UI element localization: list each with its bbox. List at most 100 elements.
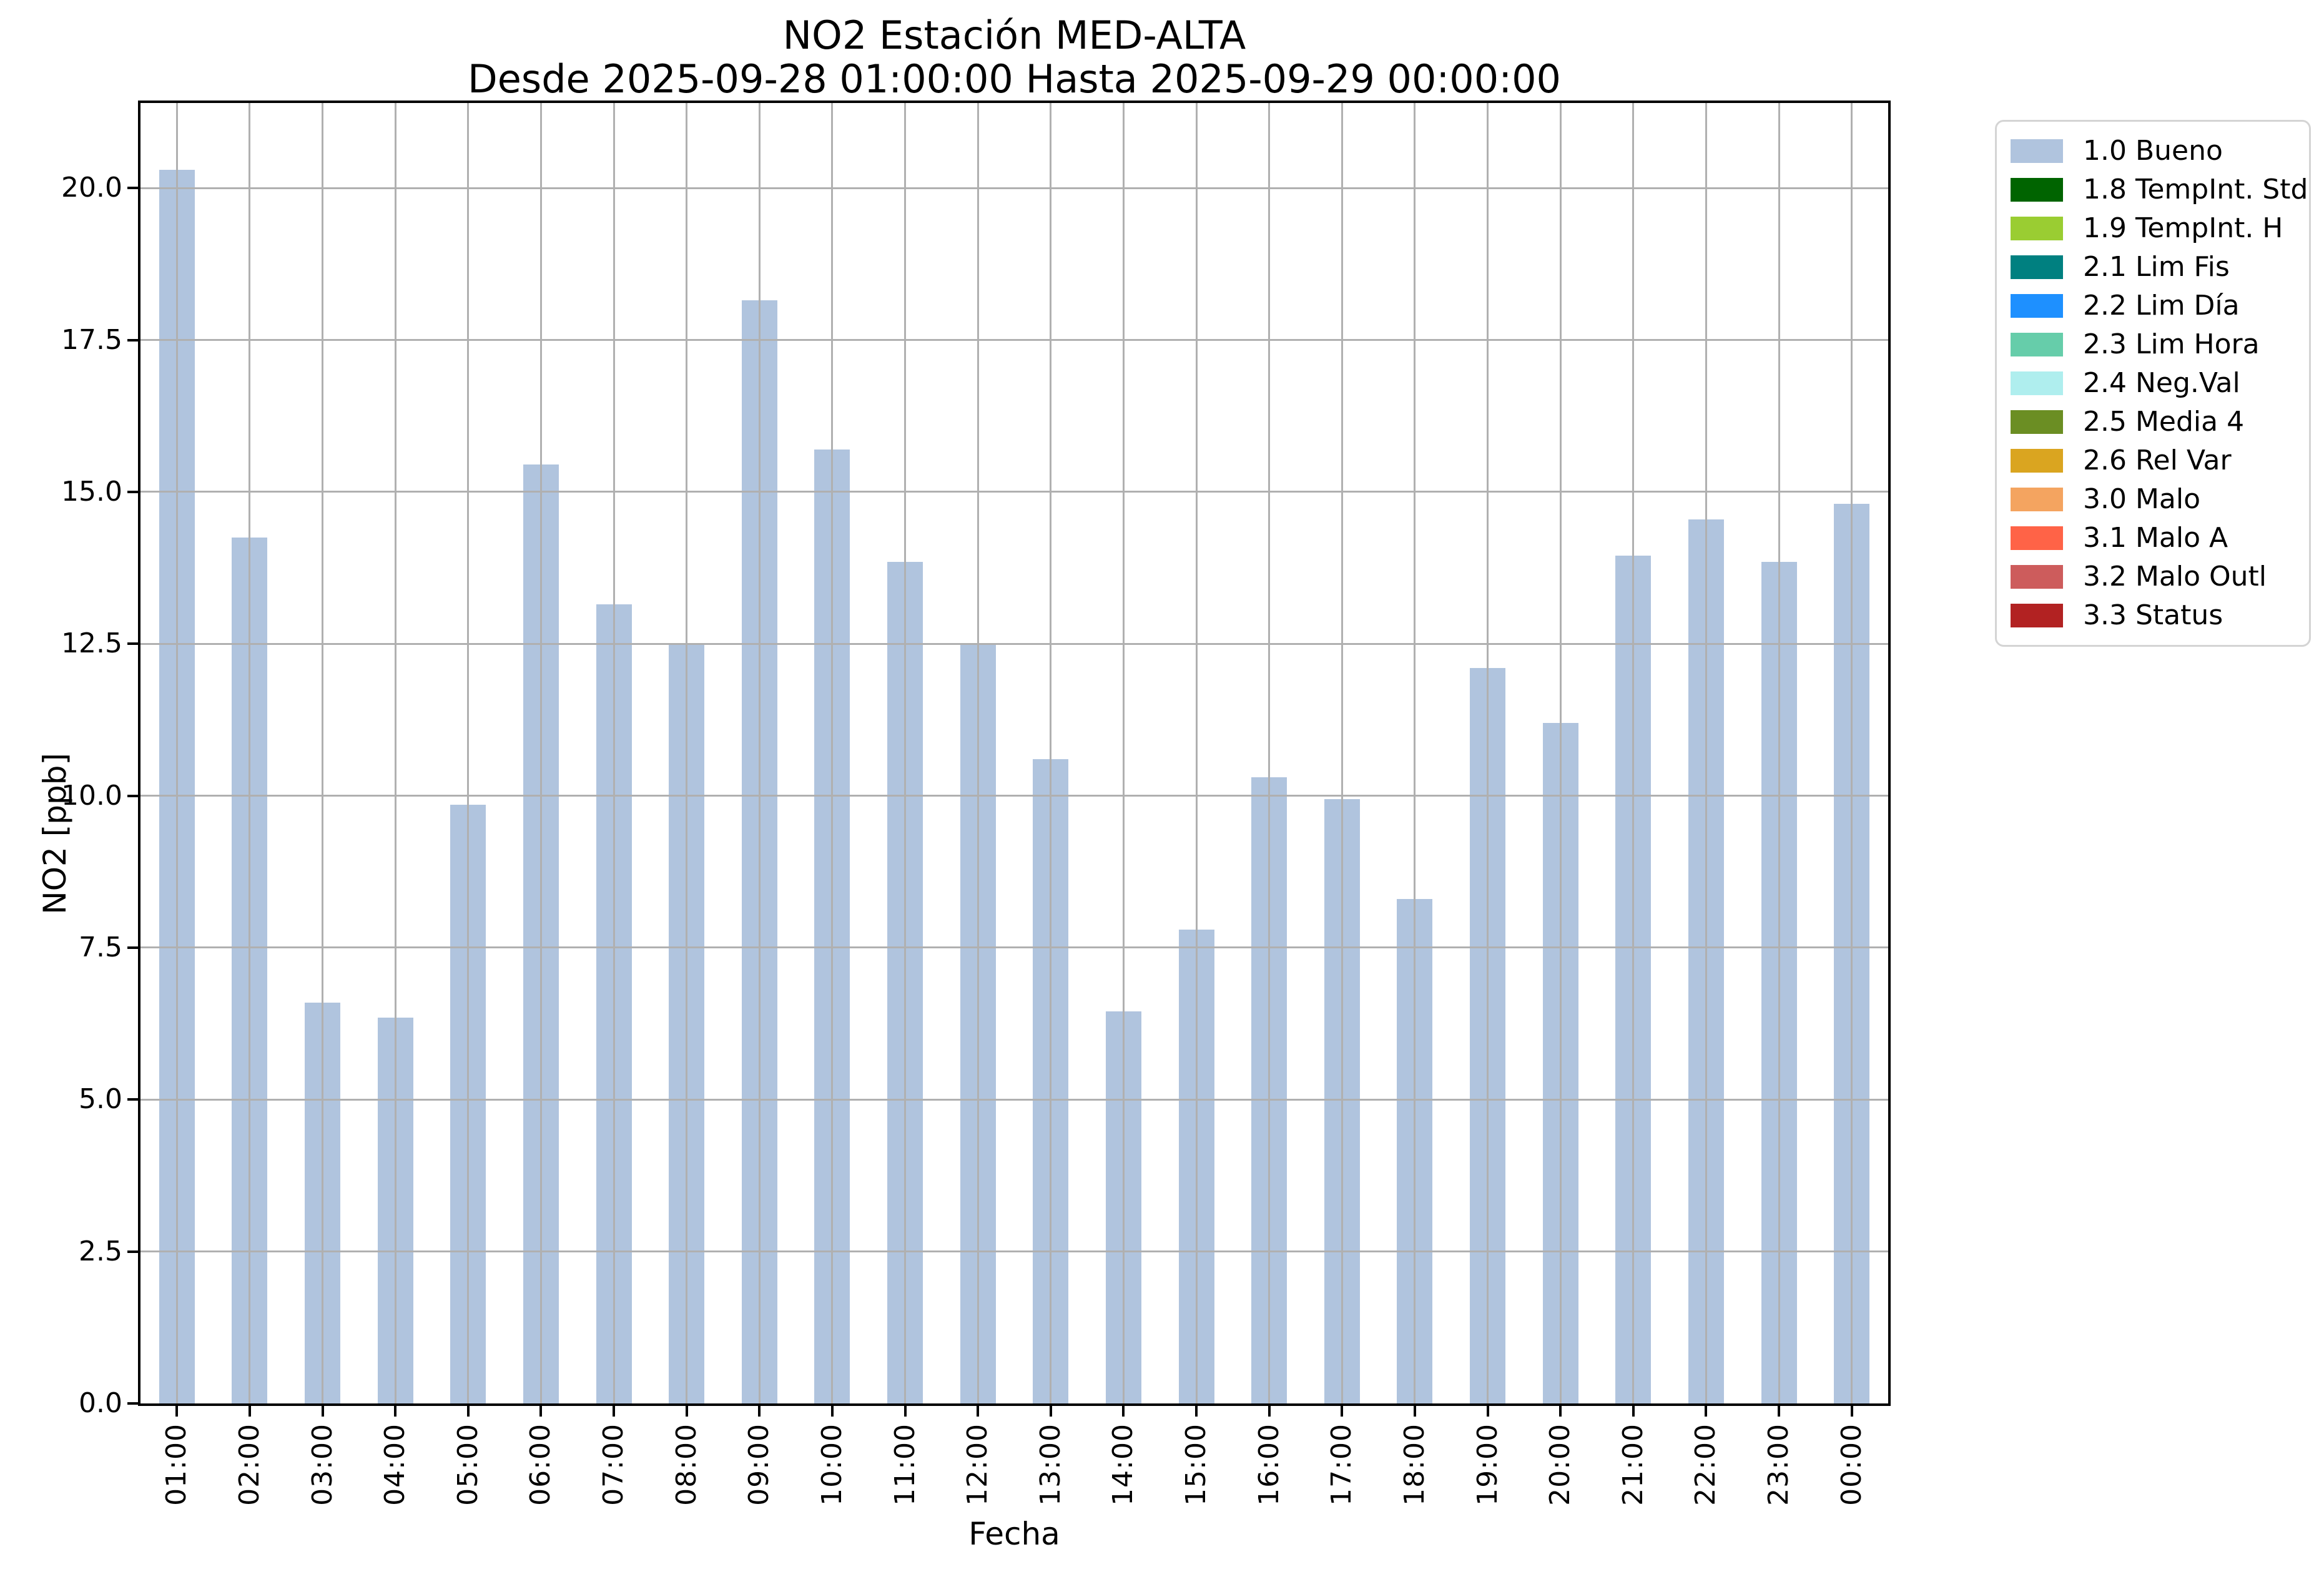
x-tick-mark [1268, 1406, 1271, 1417]
legend-item-label: 2.6 Rel Var [2083, 445, 2232, 476]
legend-item: 2.1 Lim Fis [2011, 248, 2303, 287]
vertical-gridline [1632, 103, 1635, 1403]
x-tick-mark [1049, 1406, 1052, 1417]
y-tick-mark [127, 338, 138, 341]
legend-item: 3.3 Status [2011, 596, 2303, 635]
x-tick-mark [613, 1406, 616, 1417]
vertical-gridline [1122, 103, 1125, 1403]
x-tick-mark [830, 1406, 834, 1417]
x-tick-mark [248, 1406, 251, 1417]
legend-swatch-icon [2011, 410, 2063, 434]
y-tick-label: 7.5 [79, 931, 122, 963]
x-tick-label: 00:00 [1835, 1423, 1868, 1506]
vertical-gridline [249, 103, 251, 1403]
x-tick-mark [1486, 1406, 1489, 1417]
legend-item: 1.9 TempInt. H [2011, 209, 2303, 248]
legend-item-label: 1.9 TempInt. H [2083, 212, 2283, 244]
x-tick-mark [1413, 1406, 1416, 1417]
y-tick-mark [127, 794, 138, 797]
x-tick-label: 20:00 [1544, 1423, 1577, 1506]
x-tick-label: 04:00 [379, 1423, 411, 1506]
y-tick-label: 10.0 [61, 779, 122, 812]
legend-swatch-icon [2011, 217, 2063, 240]
legend-item: 1.8 TempInt. Std [2011, 170, 2308, 209]
legend-item-label: 2.3 Lim Hora [2083, 328, 2260, 360]
vertical-gridline [1195, 103, 1198, 1403]
x-tick-label: 19:00 [1471, 1423, 1504, 1506]
x-tick-mark [758, 1406, 761, 1417]
chart-title-block: NO2 Estación MED-ALTA Desde 2025-09-28 0… [140, 14, 1888, 101]
y-tick-label: 2.5 [79, 1235, 122, 1267]
horizontal-gridline [140, 1250, 1888, 1253]
legend-swatch-icon [2011, 604, 2063, 627]
vertical-gridline [1705, 103, 1707, 1403]
horizontal-gridline [140, 491, 1888, 493]
legend-swatch-icon [2011, 526, 2063, 550]
legend-swatch-icon [2011, 139, 2063, 163]
chart-subtitle: Desde 2025-09-28 01:00:00 Hasta 2025-09-… [468, 56, 1561, 102]
x-tick-mark [1705, 1406, 1708, 1417]
x-tick-label: 11:00 [889, 1423, 921, 1506]
vertical-gridline [175, 103, 178, 1403]
y-tick-mark [127, 1402, 138, 1405]
legend: 1.0 Bueno 1.8 TempInt. Std 1.9 TempInt. H 2… [1995, 120, 2311, 647]
legend-swatch-icon [2011, 488, 2063, 511]
y-tick-label: 20.0 [61, 172, 122, 204]
horizontal-gridline [140, 187, 1888, 189]
legend-swatch-icon [2011, 255, 2063, 279]
legend-item-label: 3.2 Malo Outl [2083, 561, 2267, 592]
x-tick-label: 08:00 [670, 1423, 702, 1506]
legend-item: 2.6 Rel Var [2011, 441, 2303, 480]
legend-item: 3.1 Malo A [2011, 519, 2303, 558]
vertical-gridline [1778, 103, 1780, 1403]
legend-swatch-icon [2011, 333, 2063, 356]
vertical-gridline [394, 103, 396, 1403]
x-tick-label: 15:00 [1180, 1423, 1213, 1506]
vertical-gridline [686, 103, 688, 1403]
x-tick-mark [175, 1406, 179, 1417]
vertical-gridline [831, 103, 834, 1403]
x-axis-label: Fecha [968, 1516, 1060, 1552]
y-tick-label: 0.0 [79, 1387, 122, 1419]
x-tick-mark [1559, 1406, 1562, 1417]
vertical-gridline [1341, 103, 1343, 1403]
legend-item-label: 2.2 Lim Día [2083, 290, 2240, 322]
legend-swatch-icon [2011, 565, 2063, 589]
x-tick-mark [977, 1406, 980, 1417]
x-tick-mark [1122, 1406, 1125, 1417]
legend-item: 2.5 Media 4 [2011, 403, 2303, 441]
chart-title: NO2 Estación MED-ALTA [782, 12, 1246, 58]
x-tick-label: 12:00 [962, 1423, 994, 1506]
x-tick-mark [685, 1406, 688, 1417]
legend-swatch-icon [2011, 449, 2063, 473]
legend-swatch-icon [2011, 178, 2063, 202]
x-tick-mark [1195, 1406, 1198, 1417]
legend-item-label: 3.0 Malo [2083, 483, 2201, 515]
legend-item: 1.0 Bueno [2011, 132, 2303, 170]
horizontal-gridline [140, 339, 1888, 341]
y-tick-mark [127, 187, 138, 190]
legend-item-label: 2.1 Lim Fis [2083, 251, 2230, 283]
vertical-gridline [1487, 103, 1489, 1403]
x-tick-label: 22:00 [1690, 1423, 1722, 1506]
y-axis-label: NO2 [ppb] [37, 753, 73, 915]
vertical-gridline [322, 103, 324, 1403]
legend-item: 3.2 Malo Outl [2011, 558, 2303, 596]
vertical-gridline [1851, 103, 1853, 1403]
x-tick-label: 03:00 [306, 1423, 338, 1506]
legend-swatch-icon [2011, 371, 2063, 395]
x-tick-mark [1341, 1406, 1344, 1417]
x-tick-mark [1632, 1406, 1635, 1417]
horizontal-gridline [140, 1098, 1888, 1101]
vertical-gridline [1268, 103, 1271, 1403]
legend-item-label: 1.0 Bueno [2083, 135, 2223, 167]
x-tick-mark [1850, 1406, 1853, 1417]
x-tick-label: 18:00 [1398, 1423, 1430, 1506]
legend-item: 2.3 Lim Hora [2011, 325, 2303, 364]
x-tick-mark [539, 1406, 543, 1417]
x-tick-label: 17:00 [1326, 1423, 1358, 1506]
y-tick-mark [127, 1098, 138, 1101]
vertical-gridline [977, 103, 979, 1403]
x-tick-label: 21:00 [1617, 1423, 1649, 1506]
